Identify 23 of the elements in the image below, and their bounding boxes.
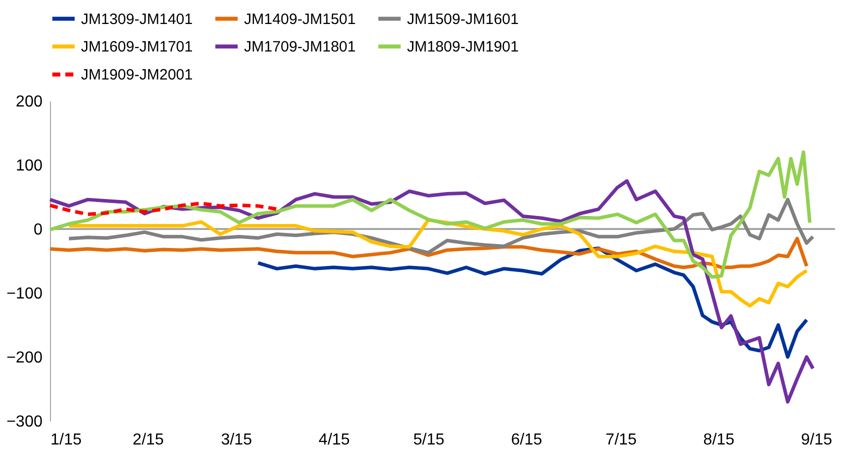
y-tick-label: 0 [34,222,43,238]
y-tick-label: 100 [16,158,43,174]
legend-label: JM1809-JM1901 [407,38,519,56]
x-tick-label: 9/15 [801,432,832,448]
x-tick-label: 4/15 [318,432,350,448]
legend-label: JM1309-JM1401 [81,10,193,28]
y-tick-label: 200 [16,94,43,110]
legend-label: JM1409-JM1501 [244,10,356,28]
line-series [256,246,808,359]
x-tick-label: 6/15 [510,432,542,448]
x-tick-label: 7/15 [606,432,637,448]
legend-label: JM1509-JM1601 [407,10,519,28]
legend-label: JM1709-JM1801 [244,38,356,56]
x-tick-label: 5/15 [413,432,444,448]
legend-label: JM1909-JM2001 [81,66,193,84]
x-tick-label: 2/15 [132,432,164,448]
x-tick-label: 8/15 [703,432,735,448]
y-tick-label: −200 [6,350,43,366]
legend-label: JM1609-JM1701 [81,38,193,56]
x-tick-label: 1/15 [50,432,82,448]
y-tick-label: −300 [6,414,43,430]
y-tick-label: −100 [6,286,43,302]
x-tick-label: 3/15 [220,432,252,448]
